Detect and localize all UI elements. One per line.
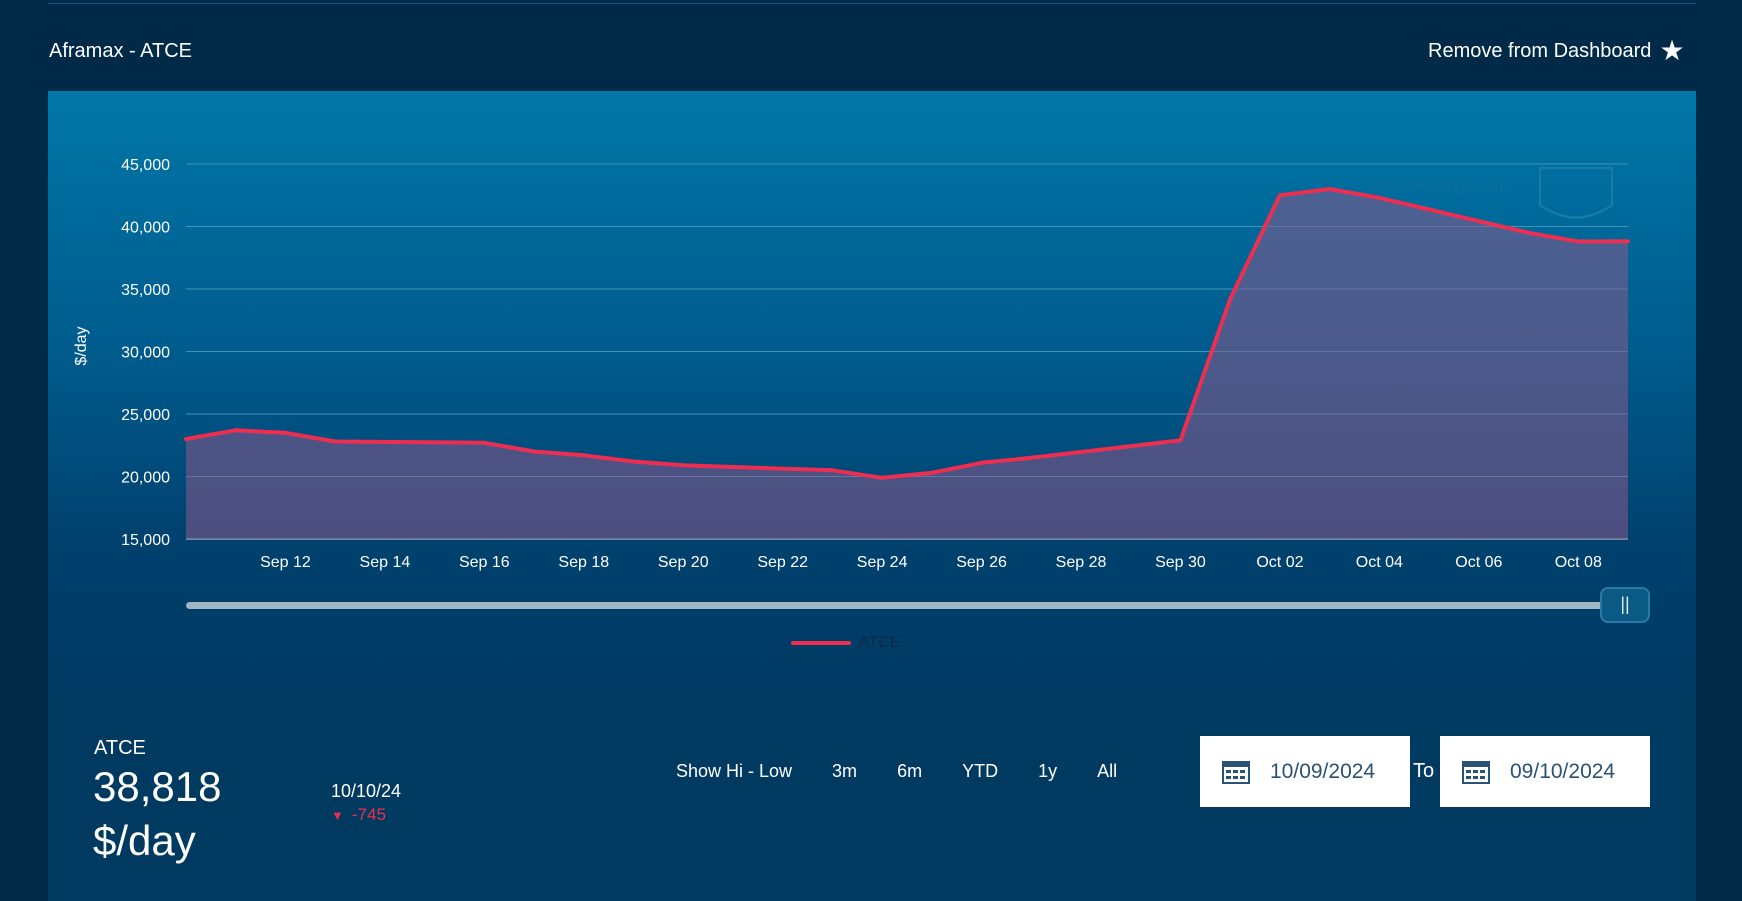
y-tick-label: 45,000: [121, 157, 170, 174]
data-point[interactable]: [880, 475, 885, 480]
y-tick-label: 25,000: [121, 407, 170, 424]
data-point[interactable]: [1277, 193, 1282, 198]
x-tick-label: Sep 22: [757, 554, 808, 571]
series-line: [184, 187, 1630, 480]
star-icon[interactable]: ★: [1659, 34, 1685, 66]
down-arrow-icon: ▼: [331, 807, 344, 823]
top-divider: [48, 3, 1696, 4]
data-point[interactable]: [1178, 438, 1183, 443]
range-slider-track[interactable]: [186, 602, 1616, 609]
date-to-field[interactable]: 09/10/2024: [1440, 736, 1650, 807]
data-point[interactable]: [1327, 187, 1332, 191]
x-tick-label: Sep 14: [360, 554, 411, 571]
y-tick-label: 35,000: [121, 282, 170, 299]
remove-from-dashboard-label: Remove from Dashboard: [1428, 40, 1652, 62]
filter-ytd[interactable]: YTD: [962, 761, 999, 781]
data-point[interactable]: [1029, 455, 1034, 460]
date-to-label: To: [1413, 760, 1435, 782]
series-area-atce: [186, 189, 1628, 539]
date-from-field[interactable]: 10/09/2024: [1200, 736, 1410, 807]
filter-show-hi-low[interactable]: Show Hi - Low: [676, 761, 793, 781]
y-tick-labels: 15,000 20,000 25,000 30,000 35,000 40,000 45,0…: [121, 157, 170, 549]
filter-3m[interactable]: 3m: [832, 761, 858, 781]
data-point[interactable]: [631, 459, 636, 464]
x-tick-label: Sep 18: [558, 554, 609, 571]
data-point[interactable]: [681, 463, 686, 468]
y-tick-label: 20,000: [121, 470, 170, 487]
watermark: balticexchange.com: [1367, 178, 1509, 195]
x-tick-label: Sep 24: [857, 554, 908, 571]
data-point[interactable]: [1626, 239, 1630, 244]
x-tick-label: Sep 28: [1056, 554, 1107, 571]
legend-label: ATCE: [859, 634, 901, 651]
filter-all[interactable]: All: [1097, 761, 1118, 781]
data-point[interactable]: [283, 430, 288, 435]
calendar-icon[interactable]: [1462, 760, 1490, 784]
data-point[interactable]: [1576, 239, 1581, 244]
data-point[interactable]: [929, 470, 934, 475]
x-tick-label: Sep 30: [1155, 554, 1206, 571]
data-point[interactable]: [233, 428, 238, 433]
summary-date: 10/10/24: [331, 781, 402, 801]
remove-from-dashboard-button[interactable]: Remove from Dashboard ★: [1428, 34, 1685, 66]
x-tick-label: Sep 12: [260, 554, 311, 571]
series-line-atce[interactable]: [185, 187, 1629, 480]
range-filters: Show Hi - Low 3m 6m YTD 1y All: [676, 761, 1157, 782]
y-tick-label: 15,000: [121, 532, 170, 549]
calendar-icon[interactable]: [1222, 760, 1250, 784]
data-point[interactable]: [184, 437, 188, 441]
x-tick-label: Sep 26: [956, 554, 1007, 571]
watermark-shield-icon: [1539, 167, 1613, 219]
x-tick-label: Sep 16: [459, 554, 510, 571]
legend-swatch: [791, 641, 851, 645]
date-to-value: 09/10/2024: [1510, 759, 1616, 783]
summary-unit: $/day: [93, 817, 196, 864]
data-point[interactable]: [1526, 230, 1531, 235]
date-from-value: 10/09/2024: [1270, 759, 1376, 783]
summary-value: 38,818: [93, 763, 222, 810]
x-tick-label: Oct 02: [1256, 554, 1303, 571]
summary-panel: [48, 691, 1696, 901]
x-tick-label: Sep 20: [658, 554, 709, 571]
filter-6m[interactable]: 6m: [897, 761, 923, 781]
x-tick-label: Oct 08: [1555, 554, 1602, 571]
series-area-fill: [186, 189, 1628, 539]
range-slider-handle[interactable]: ||: [1600, 587, 1650, 623]
y-tick-label: 30,000: [121, 345, 170, 362]
legend-item-atce[interactable]: ATCE: [791, 634, 900, 652]
x-tick-label: Oct 04: [1356, 554, 1403, 571]
panel-title: Aframax - ATCE: [49, 40, 192, 62]
data-point[interactable]: [830, 468, 835, 473]
data-point[interactable]: [581, 453, 586, 458]
summary-change-value: -745: [351, 805, 386, 824]
data-point[interactable]: [482, 440, 487, 445]
data-point[interactable]: [1377, 195, 1382, 200]
x-tick-labels: Sep 12 Sep 14 Sep 16 Sep 18 Sep 20 Sep 22 Sep …: [260, 554, 1602, 571]
y-tick-label: 40,000: [121, 220, 170, 237]
summary-change: ▼ -745: [331, 805, 386, 825]
data-point[interactable]: [333, 439, 338, 444]
data-point[interactable]: [1228, 297, 1233, 301]
data-point[interactable]: [979, 460, 984, 465]
filter-1y[interactable]: 1y: [1038, 761, 1058, 781]
y-axis-label: $/day: [73, 326, 90, 366]
summary-series-name: ATCE: [94, 737, 146, 759]
data-point[interactable]: [532, 449, 537, 454]
x-tick-label: Oct 06: [1455, 554, 1502, 571]
